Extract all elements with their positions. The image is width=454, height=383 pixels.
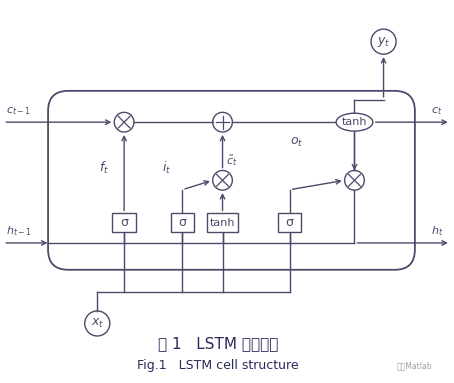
Text: Fig.1   LSTM cell structure: Fig.1 LSTM cell structure [137,360,299,372]
Text: $y_t$: $y_t$ [377,34,390,49]
Text: $o_t$: $o_t$ [290,136,303,149]
Text: 图 1   LSTM 单元结构: 图 1 LSTM 单元结构 [158,336,278,351]
FancyBboxPatch shape [48,91,415,270]
Bar [207,213,238,232]
Text: σ: σ [178,216,186,229]
Text: 天天Matlab: 天天Matlab [397,362,433,370]
Bar [171,213,194,232]
Ellipse shape [336,113,373,131]
Text: $x_t$: $x_t$ [90,317,104,330]
Text: σ: σ [120,216,128,229]
Text: $i_t$: $i_t$ [162,160,171,176]
Bar [113,213,136,232]
Text: $c_t$: $c_t$ [430,105,442,117]
Text: σ: σ [286,216,294,229]
Text: $h_{t-1}$: $h_{t-1}$ [5,224,31,237]
Text: $\tilde{c}_t$: $\tilde{c}_t$ [226,153,237,168]
Text: $f_t$: $f_t$ [99,160,109,176]
Text: tanh: tanh [342,117,367,127]
Bar [278,213,301,232]
Text: $h_t$: $h_t$ [430,224,443,237]
Text: $c_{t-1}$: $c_{t-1}$ [5,105,30,117]
Text: tanh: tanh [210,218,235,228]
